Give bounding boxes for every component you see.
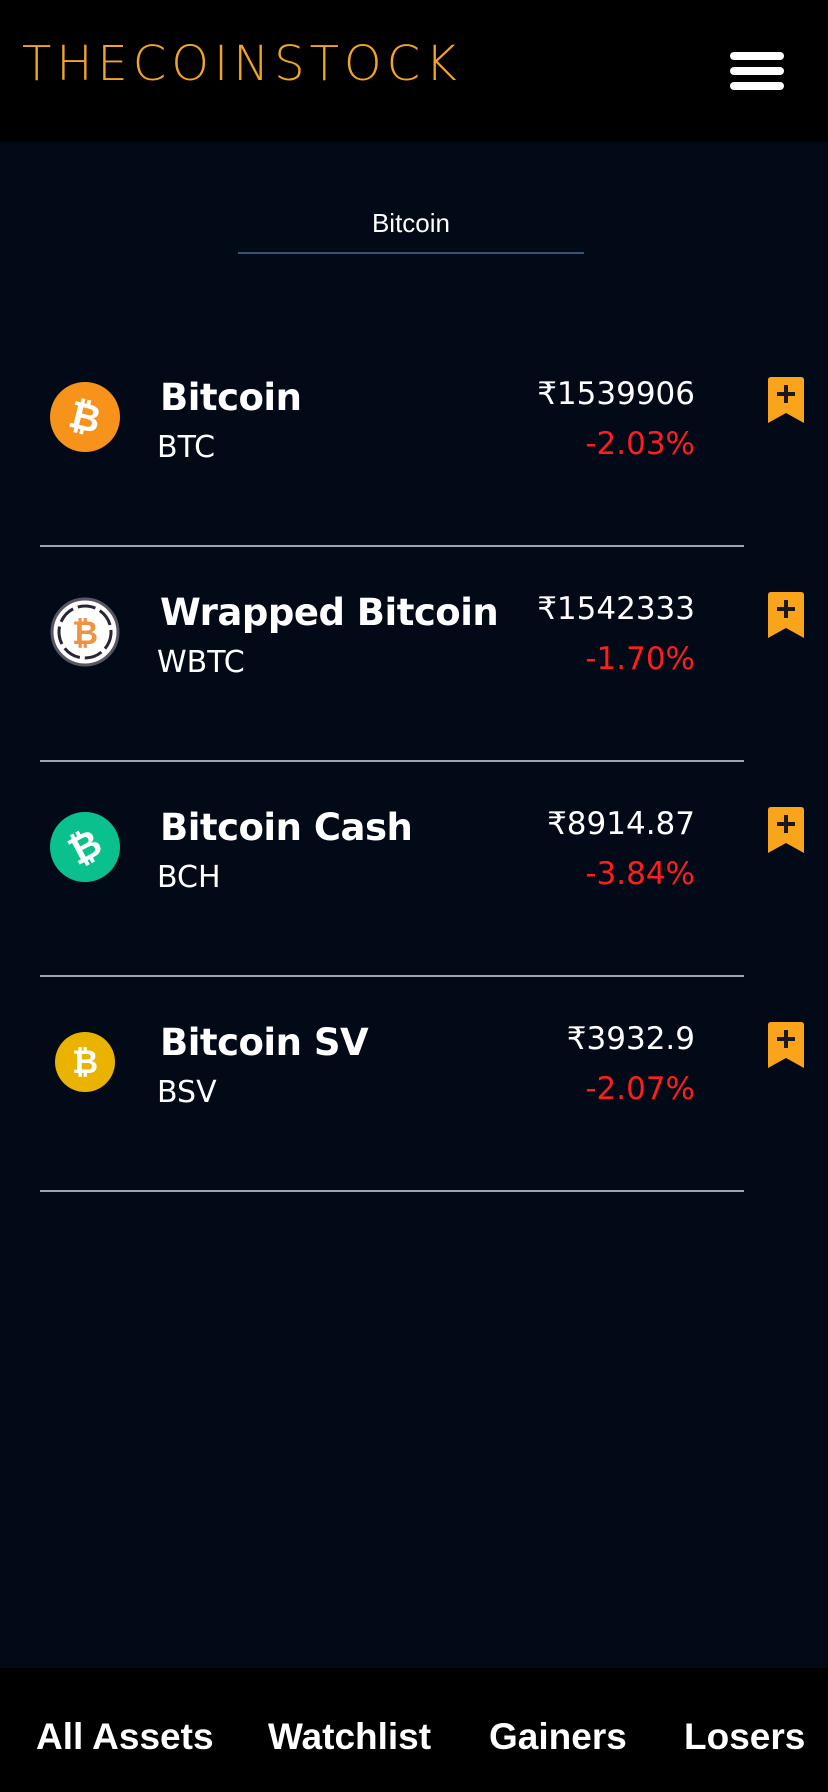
coin-row-btc[interactable]: ₿ Bitcoin BTC ₹1539906 -2.03% — [0, 332, 828, 547]
hamburger-menu-icon[interactable] — [730, 50, 786, 92]
bottom-nav: All Assets Watchlist Gainers Losers — [0, 1668, 828, 1792]
coin-change: -2.07% — [585, 1071, 695, 1107]
bookmark-add-icon[interactable] — [768, 1022, 804, 1068]
coin-name: Bitcoin — [160, 376, 302, 419]
bitcoin-logo-icon: ₿ — [50, 382, 120, 452]
coin-symbol: WBTC — [157, 645, 245, 680]
row-divider — [40, 760, 744, 762]
row-divider — [40, 1190, 744, 1192]
coin-price: ₹1539906 — [537, 376, 695, 412]
coin-row-wbtc[interactable]: ₿ Wrapped Bitcoin WBTC ₹1542333 -1.70% — [0, 547, 828, 762]
coin-row-bsv[interactable]: ₿ Bitcoin SV BSV ₹3932.9 -2.07% — [0, 977, 828, 1192]
coin-symbol: BSV — [157, 1075, 217, 1110]
coin-name: Bitcoin SV — [160, 1021, 369, 1064]
svg-text:₿: ₿ — [72, 614, 98, 652]
nav-watchlist[interactable]: Watchlist — [268, 1716, 432, 1757]
bitcoin-sv-logo-icon: ₿ — [55, 1032, 115, 1092]
search-input[interactable] — [238, 198, 584, 248]
bitcoin-cash-logo-icon: ₿ — [50, 812, 120, 882]
nav-gainers[interactable]: Gainers — [489, 1716, 627, 1757]
coin-price: ₹8914.87 — [547, 806, 695, 842]
top-bar: THECOINSTOCK — [0, 0, 828, 142]
coin-name: Wrapped Bitcoin — [160, 591, 499, 634]
row-divider — [40, 975, 744, 977]
row-divider — [40, 545, 744, 547]
bookmark-add-icon[interactable] — [768, 377, 804, 423]
search-field[interactable] — [238, 198, 584, 254]
coin-change: -1.70% — [585, 641, 695, 677]
bookmark-add-icon[interactable] — [768, 592, 804, 638]
coin-row-bch[interactable]: ₿ Bitcoin Cash BCH ₹8914.87 -3.84% — [0, 762, 828, 977]
nav-losers[interactable]: Losers — [684, 1716, 806, 1757]
coin-change: -2.03% — [585, 426, 695, 462]
coin-change: -3.84% — [585, 856, 695, 892]
nav-all-assets[interactable]: All Assets — [36, 1716, 214, 1757]
svg-text:₿: ₿ — [72, 1043, 98, 1081]
app-logo[interactable]: THECOINSTOCK — [22, 36, 462, 92]
coin-symbol: BTC — [157, 430, 216, 465]
coin-name: Bitcoin Cash — [160, 806, 413, 849]
coin-price: ₹1542333 — [537, 591, 695, 627]
wrapped-bitcoin-logo-icon: ₿ — [50, 597, 120, 667]
coin-symbol: BCH — [157, 860, 221, 895]
bookmark-add-icon[interactable] — [768, 807, 804, 853]
coin-price: ₹3932.9 — [566, 1021, 695, 1057]
